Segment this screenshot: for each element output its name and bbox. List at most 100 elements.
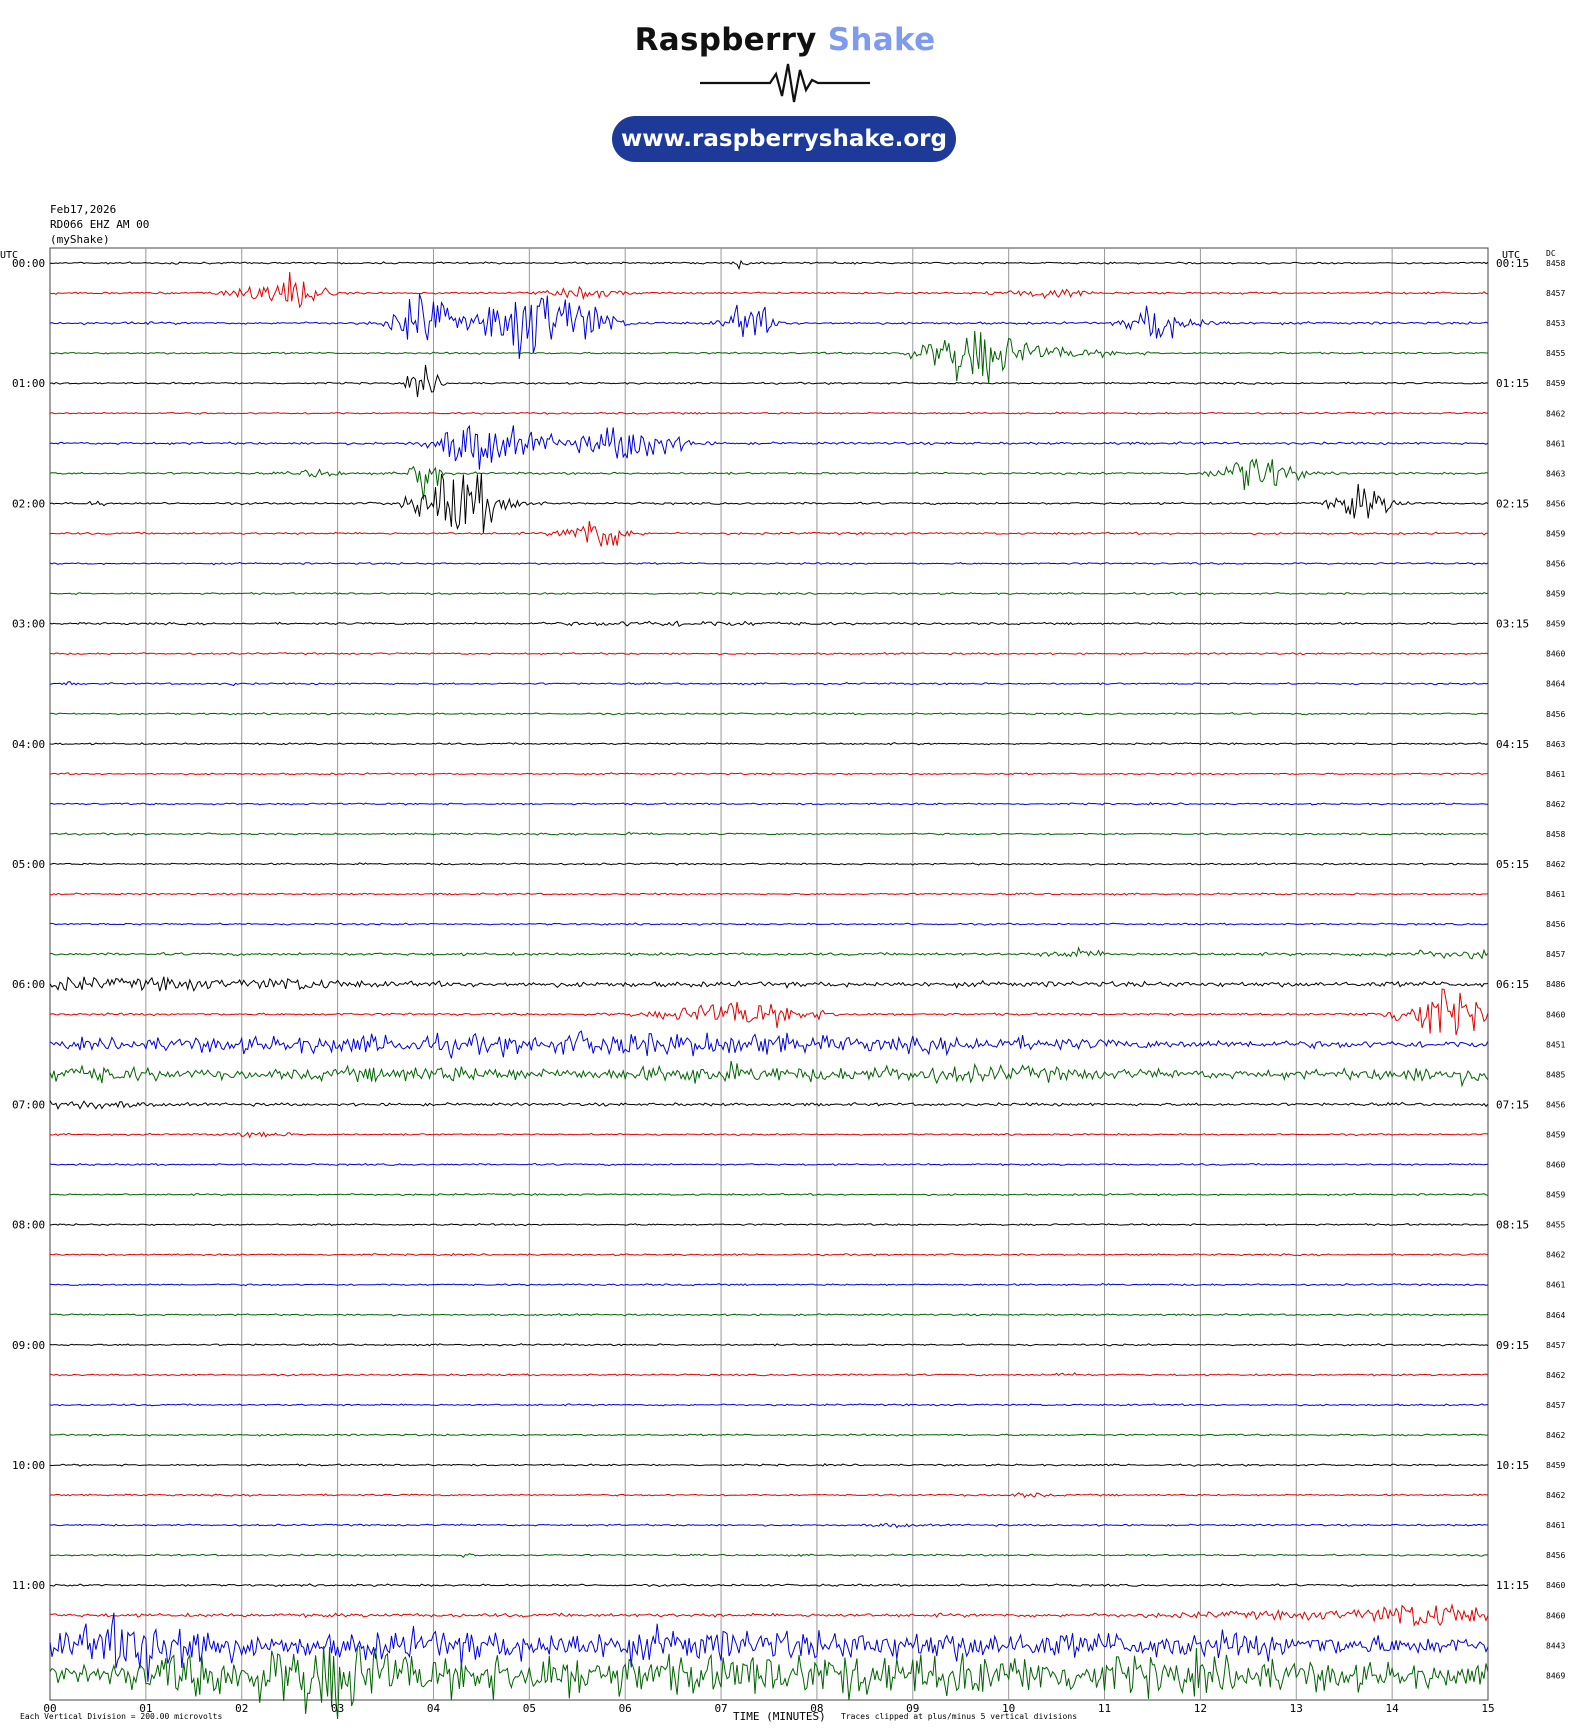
x-tick-label: 05: [523, 1702, 536, 1715]
trace-line: [49, 424, 1489, 470]
dc-offset-label: 8459: [1546, 590, 1565, 599]
dc-header: DC: [1546, 249, 1556, 258]
trace-line: [49, 1252, 1489, 1257]
dc-offset-label: 8464: [1546, 1311, 1565, 1320]
left-time-label: 04:00: [12, 738, 45, 751]
left-time-label: 11:00: [12, 1579, 45, 1592]
dc-offset-label: 8462: [1546, 409, 1565, 418]
left-time-label: 07:00: [12, 1098, 45, 1111]
trace-line: [49, 1553, 1488, 1559]
dc-offset-label: 8455: [1546, 349, 1565, 358]
dc-offset-label: 8458: [1546, 259, 1565, 268]
date-label: Feb17,2026: [50, 203, 116, 216]
trace-line: [49, 712, 1489, 716]
trace-line: [49, 1403, 1489, 1407]
left-time-label: 03:00: [12, 618, 45, 631]
dc-offset-label: 8463: [1546, 740, 1565, 749]
trace-line: [49, 472, 1489, 534]
left-time-label: 06:00: [12, 978, 45, 991]
x-axis-title: TIME (MINUTES): [733, 1710, 826, 1723]
trace-line: [49, 1644, 1489, 1720]
trace-line: [49, 1100, 1489, 1111]
dc-offset-label: 8459: [1546, 1130, 1565, 1139]
right-time-label: 10:15: [1496, 1459, 1529, 1472]
trace-line: [49, 293, 1489, 359]
dc-offset-label: 8457: [1546, 1341, 1565, 1350]
trace-line: [50, 946, 1489, 960]
dc-offset-label: 8460: [1546, 650, 1565, 659]
dc-offset-label: 8462: [1546, 1491, 1565, 1500]
trace-line: [49, 831, 1489, 836]
trace-line: [49, 772, 1489, 776]
trace-line: [49, 1313, 1489, 1317]
right-time-label: 01:15: [1496, 377, 1529, 390]
trace-line: [49, 1131, 1489, 1139]
trace-line: [49, 1343, 1489, 1347]
dc-offset-label: 8457: [1546, 289, 1565, 298]
dc-offset-label: 8459: [1546, 529, 1565, 538]
seismic-wave-icon: [700, 63, 870, 103]
x-tick-label: 07: [714, 1702, 727, 1715]
dc-offset-label: 8458: [1546, 830, 1565, 839]
x-tick-label: 11: [1098, 1702, 1111, 1715]
x-tick-label: 12: [1194, 1702, 1207, 1715]
x-tick-label: 04: [427, 1702, 441, 1715]
x-tick-label: 10: [1002, 1702, 1015, 1715]
right-time-label: 11:15: [1496, 1579, 1529, 1592]
chart-grid: [49, 247, 1489, 1701]
x-tick-label: 00: [43, 1702, 56, 1715]
right-axis-title: UTC: [1502, 250, 1520, 261]
dc-offset-label: 8462: [1546, 800, 1565, 809]
dc-offset-label: 8457: [1546, 950, 1565, 959]
trace-line: [49, 1030, 1489, 1059]
trace-line: [49, 364, 1489, 398]
x-tick-label: 13: [1290, 1702, 1303, 1715]
dc-offset-label: 8461: [1546, 770, 1565, 779]
left-time-label: 00:00: [12, 257, 45, 270]
website-link[interactable]: www.raspberryshake.org: [612, 116, 956, 162]
right-time-label: 06:15: [1496, 978, 1529, 991]
x-tick-label: 03: [331, 1702, 344, 1715]
trace-line: [49, 652, 1489, 656]
right-time-label: 00:15: [1496, 257, 1529, 270]
source-label: (myShake): [50, 233, 110, 246]
left-time-label: 10:00: [12, 1459, 45, 1472]
x-tick-label: 09: [906, 1702, 919, 1715]
left-time-label: 02:00: [12, 497, 45, 510]
dc-offset-label: 8451: [1546, 1040, 1565, 1049]
scale-note: Each Vertical Division = 200.00 microvol…: [20, 1712, 222, 1721]
x-tick-label: 02: [235, 1702, 248, 1715]
trace-line: [49, 1372, 1489, 1377]
trace-line: [49, 742, 1489, 746]
plot-frame: [49, 247, 1489, 1701]
trace-line: [49, 458, 1489, 500]
trace-line: [49, 892, 1489, 896]
dc-offset-label: 8455: [1546, 1221, 1565, 1230]
trace-line: [49, 411, 1489, 415]
trace-line: [49, 988, 1489, 1036]
dc-offset-label: 8443: [1546, 1641, 1565, 1650]
trace-line: [49, 1522, 1489, 1529]
x-tick-label: 08: [810, 1702, 823, 1715]
dc-offset-label: 8464: [1546, 680, 1565, 689]
trace-line: [49, 801, 1489, 806]
right-time-label: 02:15: [1496, 497, 1529, 510]
left-time-label: 08:00: [12, 1219, 45, 1232]
dc-offset-label: 8456: [1546, 920, 1565, 929]
channel-label: RD066 EHZ AM 00: [50, 218, 149, 231]
dc-offset-label: 8456: [1546, 560, 1565, 569]
dc-offset-label: 8461: [1546, 1521, 1565, 1530]
x-tick-label: 14: [1386, 1702, 1400, 1715]
dc-offset-label: 8456: [1546, 1551, 1565, 1560]
left-time-label: 09:00: [12, 1339, 45, 1352]
dc-offset-label: 8486: [1546, 980, 1565, 989]
trace-line: [49, 1060, 1489, 1088]
right-time-label: 07:15: [1496, 1098, 1529, 1111]
trace-line: [49, 620, 1489, 628]
logo-brand-accent: Shake: [827, 22, 936, 58]
trace-line: [49, 862, 1489, 866]
trace-line: [49, 1612, 1489, 1682]
trace-layer: [49, 259, 1489, 1720]
dc-offset-label: 8453: [1546, 319, 1565, 328]
